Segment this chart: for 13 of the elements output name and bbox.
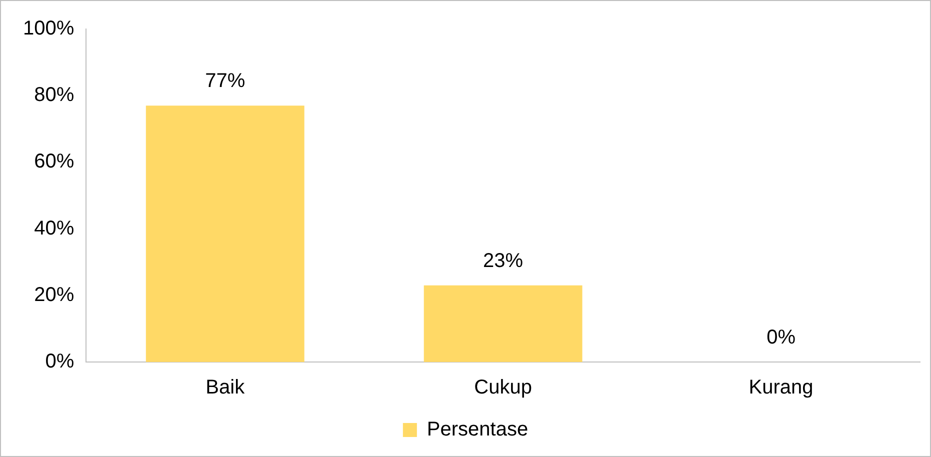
y-tick-label: 80% xyxy=(34,84,74,106)
x-tick-label: Baik xyxy=(206,376,246,399)
y-tick-label: 60% xyxy=(34,150,74,173)
data-label: 0% xyxy=(766,326,796,349)
x-tick-label: Cukup xyxy=(474,376,532,399)
y-tick-label: 40% xyxy=(34,217,74,240)
y-tick-label: 0% xyxy=(45,350,74,373)
data-label: 77% xyxy=(205,70,246,92)
y-tick-label: 20% xyxy=(34,284,74,306)
data-label: 23% xyxy=(483,250,524,272)
x-tick-label: Kurang xyxy=(748,376,814,399)
legend-label: Persentase xyxy=(426,418,528,441)
y-tick-label: 100% xyxy=(22,18,74,40)
